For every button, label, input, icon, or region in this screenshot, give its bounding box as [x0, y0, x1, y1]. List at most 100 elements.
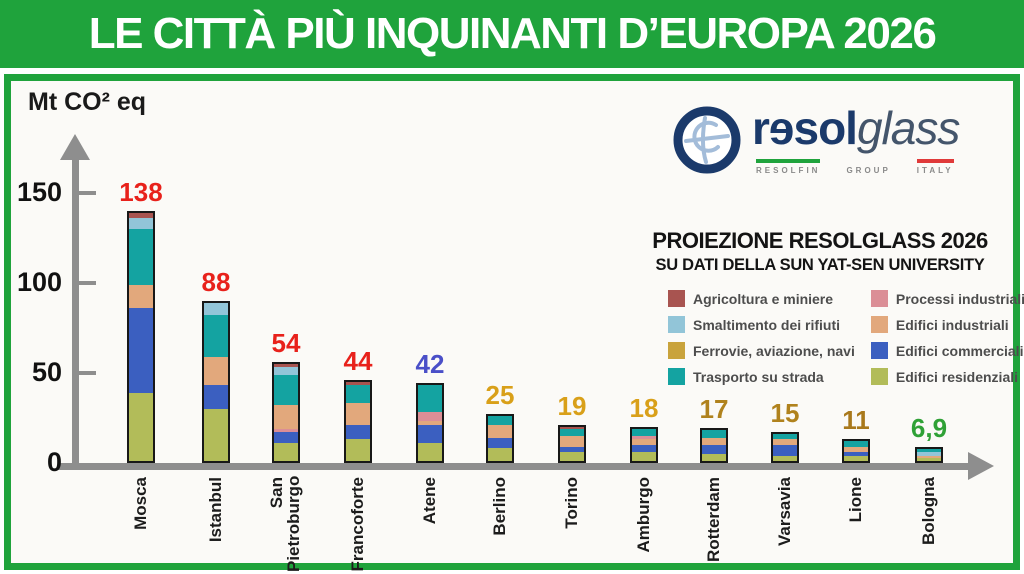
segment-pro	[632, 435, 656, 440]
segment-res	[204, 408, 228, 461]
legend-swatch-ind	[870, 316, 888, 333]
segment-ind	[488, 425, 512, 438]
segment-ind	[274, 405, 298, 429]
city-label: Torino	[562, 477, 581, 529]
segment-pro	[418, 412, 442, 422]
bar-varsavia	[771, 432, 799, 463]
legend-item-ind: Edifici industriali	[870, 316, 1024, 333]
bar-amburgo	[630, 426, 658, 463]
logo-sub-label: ITALY	[916, 166, 954, 175]
segment-res	[488, 448, 512, 461]
city-label: San Pietroburgo	[267, 475, 304, 572]
y-axis-line	[72, 152, 79, 470]
x-axis-arrow-icon	[968, 452, 994, 480]
segment-ind	[346, 403, 370, 425]
bar-san-pietroburgo	[272, 361, 300, 463]
bar-value-label: 11	[842, 405, 870, 436]
bar-lione	[842, 439, 870, 463]
segment-res	[773, 455, 797, 461]
segment-res	[274, 442, 298, 461]
segment-res	[844, 455, 868, 461]
city-label: Varsavia	[775, 477, 794, 547]
bar-value-label: 15	[770, 398, 800, 428]
page-title: LE CITTÀ PIÙ INQUINANTI D’EUROPA 2026	[88, 9, 937, 58]
legend-swatch-com	[870, 342, 888, 359]
segment-str	[560, 428, 584, 436]
bar-value-label: 18	[629, 392, 659, 423]
segment-str	[129, 228, 153, 285]
city-label: Bologna	[919, 477, 938, 545]
segment-res	[418, 442, 442, 461]
legend-item-pro: Processi industriali	[870, 290, 1024, 307]
segment-ind	[560, 435, 584, 447]
legend-item-agr: Agricoltura e miniere	[668, 290, 855, 307]
segment-str	[488, 416, 512, 426]
resolglass-logo: rɘsol glass RESOLFIN GROUP ITALY	[672, 105, 960, 175]
city-label: Berlino	[490, 477, 509, 536]
segment-res	[702, 453, 726, 461]
legend-label: Agricoltura e miniere	[693, 290, 834, 307]
bar-value-label: 19	[557, 390, 587, 421]
segment-ind	[204, 356, 228, 386]
legend-item-fer: Ferrovie, aviazione, navi	[668, 342, 855, 359]
segment-com	[632, 444, 656, 452]
bar-mosca	[127, 210, 155, 463]
projection-line2: SU DATI DELLA SUN YAT-SEN UNIVERSITY	[655, 256, 985, 274]
title-bar: LE CITTÀ PIÙ INQUINANTI D’EUROPA 2026	[0, 0, 1024, 68]
logo-sub-label: RESOLFIN	[756, 166, 821, 175]
bar-value-label: 88	[201, 266, 231, 297]
legend-item-str: Trasporto su strada	[668, 368, 855, 385]
legend-label: Ferrovie, aviazione, navi	[693, 342, 855, 359]
segment-res	[346, 439, 370, 461]
city-label: Amburgo	[634, 477, 653, 553]
bar-value-label: 42	[415, 349, 445, 380]
segment-agr	[129, 212, 153, 219]
legend-swatch-res	[870, 368, 888, 385]
legend-swatch-fer	[668, 342, 685, 359]
segment-com	[702, 444, 726, 454]
logo-sub-brand: RESOLFIN GROUP ITALY	[756, 159, 959, 175]
bar-value-label: 25	[485, 380, 515, 410]
bar-atene	[416, 383, 444, 463]
y-tick-label: 0	[46, 447, 62, 477]
segment-str	[844, 441, 868, 447]
segment-str	[274, 374, 298, 406]
bar-berlino	[486, 414, 514, 463]
y-tick-label: 100	[16, 267, 62, 297]
segment-pro	[274, 428, 298, 433]
segment-str	[346, 385, 370, 404]
legend-item-res: Edifici residenziali	[870, 368, 1024, 385]
logo-sub-bar	[756, 159, 821, 163]
bar-istanbul	[202, 300, 230, 463]
bar-value-label: 138	[119, 176, 163, 207]
segment-agr	[560, 426, 584, 429]
segment-str	[773, 434, 797, 440]
logo-sub-bar-empty	[846, 159, 890, 163]
y-axis-unit-label: Mt CO² eq	[28, 88, 147, 116]
logo-sub-bar	[916, 159, 954, 163]
segment-agr	[274, 363, 298, 368]
bar-value-label: 44	[343, 345, 373, 376]
projection-line1: PROIEZIONE RESOLGLASS 2026	[652, 228, 988, 253]
bar-value-label: 54	[271, 327, 301, 358]
legend-label: Trasporto su strada	[693, 368, 824, 385]
legend-label: Edifici commerciali	[895, 342, 1024, 359]
legend-label: Edifici industriali	[895, 316, 1009, 333]
segment-ind	[129, 284, 153, 308]
legend-swatch-pro	[870, 290, 888, 307]
segment-ind	[632, 439, 656, 445]
resolglass-logo-icon	[673, 106, 741, 174]
city-label: Mosca	[131, 477, 150, 530]
logo-sub-label: GROUP	[846, 166, 891, 175]
legend-swatch-str	[668, 368, 685, 385]
segment-com	[274, 432, 298, 443]
legend-label: Smaltimento dei rifiuti	[693, 316, 841, 333]
legend-item-rif: Smaltimento dei rifiuti	[668, 316, 855, 333]
x-axis-line	[58, 463, 970, 470]
legend-label: Edifici residenziali	[895, 368, 1019, 385]
chart-frame	[4, 74, 1020, 570]
logo-sub-item: RESOLFIN	[756, 159, 821, 175]
segment-rif	[129, 218, 153, 229]
segment-com	[346, 425, 370, 440]
city-label: Lione	[846, 477, 865, 523]
